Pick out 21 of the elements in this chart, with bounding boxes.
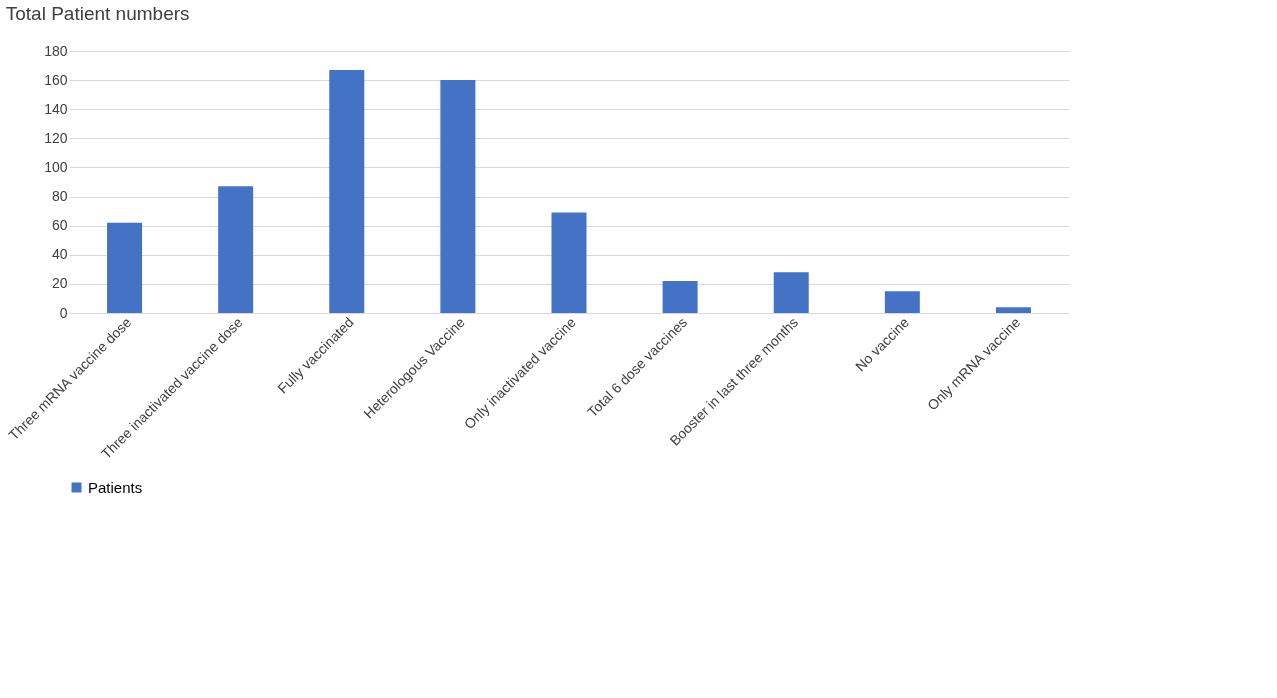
y-tick-label: 80 xyxy=(51,188,68,205)
y-tick-label: 140 xyxy=(44,100,68,117)
y-tick-label: 180 xyxy=(44,42,68,59)
y-tick-label: 120 xyxy=(44,129,68,146)
bar xyxy=(218,186,254,313)
bar xyxy=(551,212,587,313)
legend-label: Patients xyxy=(88,478,143,496)
y-tick-label: 0 xyxy=(59,304,68,321)
bar xyxy=(329,69,365,313)
y-tick-label: 100 xyxy=(44,158,68,175)
bar xyxy=(884,291,920,313)
chart-title: Total Patient numbers xyxy=(5,3,190,24)
bar xyxy=(773,272,809,313)
y-tick-label: 20 xyxy=(51,275,68,292)
bar xyxy=(995,307,1031,313)
y-tick-label: 40 xyxy=(51,246,68,263)
bar xyxy=(662,280,698,313)
y-tick-label: 160 xyxy=(44,71,68,88)
bar xyxy=(107,222,143,313)
y-tick-label: 60 xyxy=(51,217,68,234)
bar xyxy=(440,80,476,313)
